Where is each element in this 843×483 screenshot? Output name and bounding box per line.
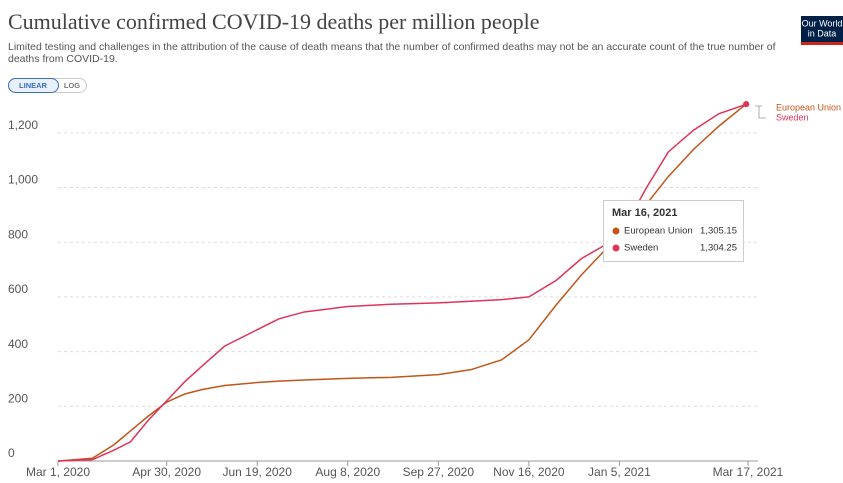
x-tick-label: Sep 27, 2020 — [403, 465, 475, 479]
tooltip-box — [603, 200, 744, 262]
x-tick-label: Mar 17, 2021 — [713, 465, 784, 479]
y-tick-label: 600 — [8, 282, 28, 296]
end-dot — [743, 101, 750, 108]
linear-label: LINEAR — [19, 81, 48, 90]
y-tick-label: 1,000 — [8, 173, 38, 187]
x-tick-label: Jun 19, 2020 — [223, 465, 293, 479]
tooltip-name: European Union — [624, 226, 693, 237]
logo[interactable] — [801, 16, 843, 42]
label-connector — [755, 105, 766, 119]
y-tick-label: 0 — [8, 446, 15, 460]
line-label: Sweden — [776, 112, 809, 122]
x-tick-label: Apr 30, 2020 — [132, 465, 201, 479]
x-tick-label: Nov 16, 2020 — [493, 465, 565, 479]
tooltip-dot — [612, 227, 620, 235]
logo-text: Our World — [802, 18, 843, 28]
tooltip-value: 1,304.25 — [700, 243, 737, 254]
chart-subtitle: Limited testing and challenges in the at… — [8, 41, 776, 53]
tooltip-name: Sweden — [624, 243, 658, 254]
x-tick-label: Mar 1, 2020 — [26, 465, 90, 479]
tooltip: Mar 16, 2021 European Union 1,305.15 Sweden… — [603, 200, 744, 262]
tooltip-value: 1,305.15 — [700, 226, 737, 237]
series-line — [57, 103, 747, 462]
tooltip-dot — [612, 244, 620, 252]
log-button[interactable]: LOG — [64, 81, 80, 90]
x-tick-label: Aug 8, 2020 — [315, 465, 380, 479]
y-tick-label: 800 — [8, 227, 28, 241]
y-tick-label: 400 — [8, 337, 28, 351]
line-label: European Union — [776, 102, 841, 112]
y-tick-label: 200 — [8, 391, 28, 405]
logo-text: in Data — [808, 28, 837, 38]
chart-title: Cumulative confirmed COVID-19 deaths per… — [8, 9, 540, 34]
chart-subtitle: deaths from COVID-19. — [8, 53, 118, 65]
linear-button[interactable] — [8, 78, 59, 93]
tooltip-date: Mar 16, 2021 — [612, 207, 677, 219]
y-tick-label: 1,200 — [8, 118, 38, 132]
logo-bar — [801, 42, 843, 45]
x-tick-label: Jan 5, 2021 — [588, 465, 651, 479]
